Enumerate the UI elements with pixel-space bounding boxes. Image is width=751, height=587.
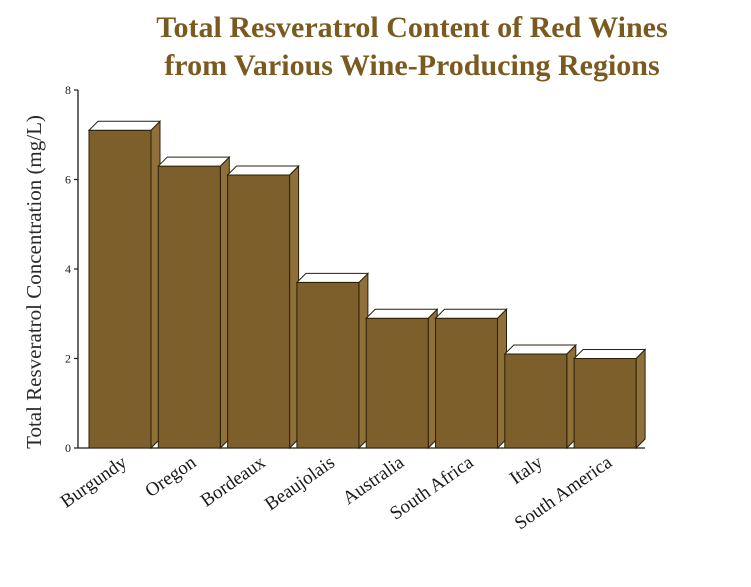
y-tick-label: 8 xyxy=(65,83,71,97)
bar xyxy=(87,120,162,450)
bar xyxy=(434,308,508,450)
bar-front xyxy=(88,129,152,449)
bar-top xyxy=(157,156,231,167)
bar-top xyxy=(503,344,578,355)
bar-front xyxy=(435,317,498,449)
bar-front xyxy=(573,358,637,449)
bar xyxy=(226,164,300,450)
bar-top xyxy=(572,349,647,359)
y-tick-label: 0 xyxy=(65,441,71,455)
bar-top xyxy=(295,272,370,283)
bar-front xyxy=(296,281,360,449)
category-label: Oregon xyxy=(141,452,200,502)
bar-top xyxy=(226,165,300,176)
category-label: Italy xyxy=(506,452,547,489)
y-tick-label: 2 xyxy=(65,352,71,366)
bars-group xyxy=(87,120,647,450)
y-axis-ticks: 0 2 4 6 8 xyxy=(65,83,78,455)
y-tick-label: 6 xyxy=(65,173,71,187)
y-tick-label: 4 xyxy=(65,262,71,276)
chart-title-line-2: from Various Wine-Producing Regions xyxy=(164,49,659,82)
bar-top xyxy=(364,308,439,319)
y-axis-label: Total Resveratrol Concentration (mg/L) xyxy=(22,115,46,449)
category-label: Beaujolais xyxy=(261,452,339,515)
bar-top xyxy=(434,308,508,319)
bar xyxy=(295,272,370,450)
bar-front xyxy=(365,317,429,449)
bar xyxy=(364,308,439,450)
chart-title-line-1: Total Resveratrol Content of Red Wines xyxy=(156,11,667,44)
bar-front xyxy=(504,353,568,449)
bar-side xyxy=(635,348,646,450)
bar xyxy=(157,155,231,450)
bar xyxy=(572,348,647,450)
bar-front xyxy=(157,165,221,449)
bar-top xyxy=(87,120,162,131)
bar xyxy=(503,343,578,450)
bar-front xyxy=(227,174,291,449)
category-label: Bordeaux xyxy=(197,452,270,512)
category-label: Burgundy xyxy=(57,452,131,513)
